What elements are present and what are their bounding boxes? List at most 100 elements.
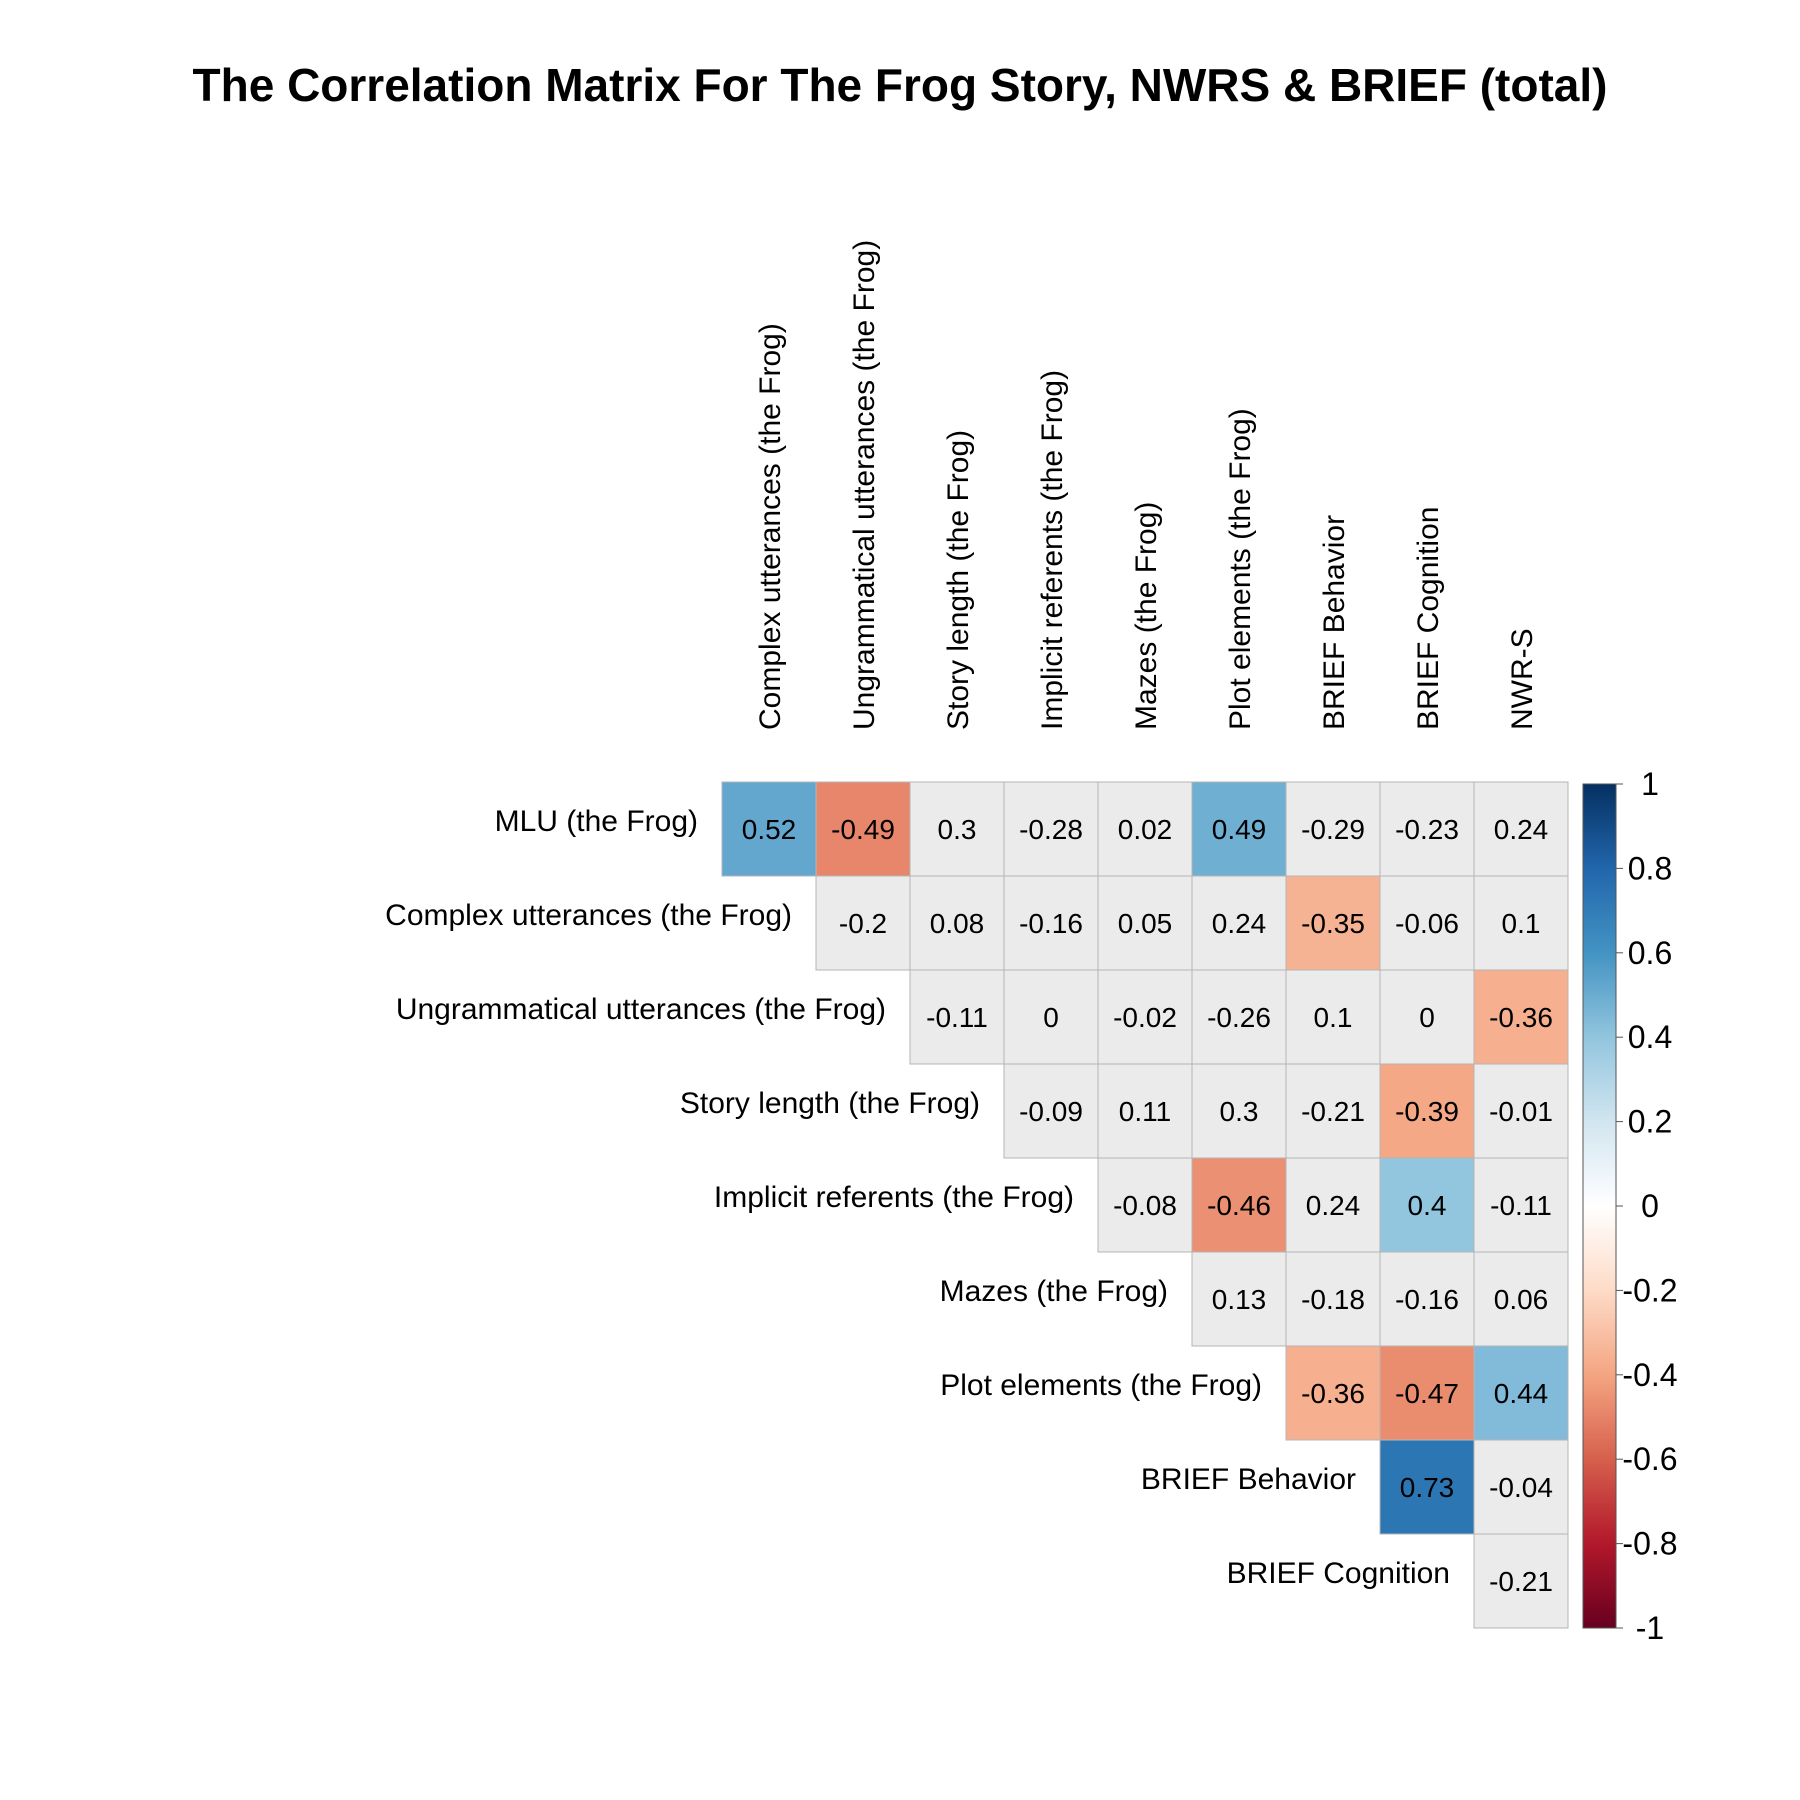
cell-value: -0.2 (839, 908, 887, 939)
colorbar-tick-label: 0.8 (1628, 850, 1672, 886)
cell-value: -0.26 (1207, 1002, 1271, 1033)
cell-value: 0.24 (1212, 908, 1267, 939)
heatmap-cell (1285, 1157, 1381, 1253)
heatmap-cell (1379, 875, 1475, 971)
heatmap-cell (815, 875, 911, 971)
heatmap-cell (1473, 1157, 1569, 1253)
cell-value: 0.49 (1212, 814, 1267, 845)
chart-title: The Correlation Matrix For The Frog Stor… (192, 59, 1608, 111)
heatmap-cell (1473, 1533, 1569, 1629)
colorbar-tick-label: 1 (1641, 766, 1659, 802)
cell-value: -0.39 (1395, 1096, 1459, 1127)
cell-value: 0 (1419, 1002, 1435, 1033)
cell-value: -0.28 (1019, 814, 1083, 845)
heatmap-cell (1191, 969, 1287, 1065)
cell-value: -0.23 (1395, 814, 1459, 845)
heatmap-cell (1379, 781, 1475, 877)
cell-value: -0.21 (1301, 1096, 1365, 1127)
row-label: Story length (the Frog) (680, 1087, 980, 1120)
cell-value: 0.73 (1400, 1472, 1455, 1503)
cell-value: -0.01 (1489, 1096, 1553, 1127)
cell-value: -0.16 (1395, 1284, 1459, 1315)
cell-value: 0.02 (1118, 814, 1173, 845)
row-label: BRIEF Behavior (1141, 1463, 1356, 1496)
cell-value: 0.05 (1118, 908, 1173, 939)
colorbar-tick-label: -0.2 (1622, 1272, 1677, 1308)
cell-value: -0.16 (1019, 908, 1083, 939)
heatmap-cell (1379, 1063, 1475, 1159)
heatmap-cell (1473, 875, 1569, 971)
cell-value: 0.11 (1119, 1096, 1171, 1127)
heatmap-cell (1003, 781, 1099, 877)
heatmap-cell (721, 781, 817, 877)
heatmap-cell (1473, 1063, 1569, 1159)
cell-value: -0.36 (1301, 1378, 1365, 1409)
cell-value: 0.08 (930, 908, 985, 939)
column-label: Complex utterances (the Frog) (754, 323, 787, 730)
cell-value: 0.1 (1314, 1002, 1353, 1033)
cell-value: -0.06 (1395, 908, 1459, 939)
colorbar-tick-label: -0.6 (1622, 1441, 1677, 1477)
heatmap-cell (1003, 875, 1099, 971)
heatmap-cell (1191, 1251, 1287, 1347)
heatmap-cell (1097, 875, 1193, 971)
cell-value: 0.1 (1502, 908, 1541, 939)
heatmap-cell (909, 781, 1005, 877)
cell-value: -0.09 (1019, 1096, 1083, 1127)
column-label: Plot elements (the Frog) (1224, 408, 1257, 730)
heatmap-values: 0.52 -0.49 0.3 -0.28 0.02 0.49 -0.29 -0.23 0.24 -… (742, 814, 1553, 1597)
column-labels: Complex utterances (the Frog) Ungrammatic… (754, 240, 1539, 730)
cell-value: -0.46 (1207, 1190, 1271, 1221)
heatmap-cell (1379, 1345, 1475, 1441)
heatmap-cell (1379, 1251, 1475, 1347)
cell-value: -0.36 (1489, 1002, 1553, 1033)
cell-value: -0.11 (926, 1002, 988, 1033)
row-label: MLU (the Frog) (495, 805, 698, 838)
cell-value: 0.13 (1212, 1284, 1267, 1315)
colorbar: 1 0.8 0.6 0.4 0.2 0 -0.2 -0.4 -0.6 -0.8 -1 (1582, 766, 1678, 1646)
cell-value: -0.21 (1489, 1566, 1553, 1597)
row-label: Complex utterances (the Frog) (385, 899, 792, 932)
row-label: Implicit referents (the Frog) (714, 1181, 1074, 1214)
row-label: Plot elements (the Frog) (940, 1369, 1262, 1402)
heatmap-cell (1097, 1157, 1193, 1253)
cell-value: 0.44 (1494, 1378, 1549, 1409)
heatmap-cell (1285, 969, 1381, 1065)
column-label: Implicit referents (the Frog) (1036, 370, 1069, 730)
cell-value: -0.08 (1113, 1190, 1177, 1221)
cell-value: 0.24 (1494, 814, 1549, 845)
heatmap-cell (1473, 1251, 1569, 1347)
cell-value: -0.11 (1490, 1190, 1552, 1221)
column-label: Ungrammatical utterances (the Frog) (848, 240, 881, 730)
heatmap-cell (1285, 875, 1381, 971)
cell-value: -0.18 (1301, 1284, 1365, 1315)
cell-value: -0.47 (1395, 1378, 1459, 1409)
row-label: Mazes (the Frog) (940, 1275, 1168, 1308)
row-label: Ungrammatical utterances (the Frog) (396, 993, 886, 1026)
heatmap-cell (815, 781, 911, 877)
cell-value: 0.4 (1408, 1190, 1447, 1221)
cell-value: 0.06 (1494, 1284, 1549, 1315)
cell-value: -0.29 (1301, 814, 1365, 845)
cell-value: 0.3 (1220, 1096, 1259, 1127)
row-labels: MLU (the Frog) Complex utterances (the Fr… (385, 805, 1450, 1590)
colorbar-tick-label: -0.4 (1622, 1357, 1677, 1393)
cell-value: -0.02 (1113, 1002, 1177, 1033)
colorbar-tick-label: 0.4 (1628, 1019, 1672, 1055)
heatmap-cells (721, 781, 1569, 1629)
heatmap-cell (1097, 969, 1193, 1065)
cell-value: -0.35 (1301, 908, 1365, 939)
colorbar-tick-label: 0.2 (1628, 1104, 1672, 1140)
heatmap-cell (1473, 1345, 1569, 1441)
heatmap-cell (1473, 1439, 1569, 1535)
column-label: BRIEF Cognition (1412, 507, 1445, 730)
heatmap-cell (1285, 781, 1381, 877)
cell-value: -0.49 (831, 814, 895, 845)
cell-value: 0.24 (1306, 1190, 1361, 1221)
heatmap-cell (1191, 875, 1287, 971)
heatmap-cell (1003, 969, 1099, 1065)
heatmap-cell (1379, 1439, 1475, 1535)
column-label: Mazes (the Frog) (1130, 502, 1163, 730)
heatmap-cell (1379, 1157, 1475, 1253)
